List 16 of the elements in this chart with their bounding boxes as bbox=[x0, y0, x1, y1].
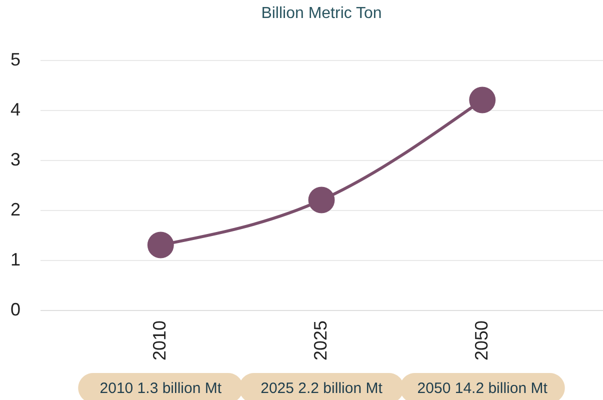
text: 2025 2.2 billion Mt bbox=[260, 380, 384, 397]
y-tick-label: 2 bbox=[10, 200, 20, 220]
x-tick-label: 2025 bbox=[310, 320, 330, 361]
y-tick-label: 3 bbox=[10, 150, 20, 170]
y-tick-label: 1 bbox=[10, 250, 20, 270]
x-tick-label: 2010 bbox=[150, 320, 170, 361]
point bbox=[469, 86, 496, 114]
chart-title: Billion Metric Ton bbox=[261, 5, 382, 22]
point bbox=[308, 186, 335, 214]
y-tick-label: 4 bbox=[10, 100, 20, 120]
x-tick-label: 2050 bbox=[471, 320, 492, 361]
y-tick-label: 0 bbox=[10, 300, 20, 320]
point bbox=[147, 232, 174, 258]
text: 2010 1.3 billion Mt bbox=[100, 380, 222, 397]
y-tick-label: 5 bbox=[10, 50, 20, 70]
text: 2050 14.2 billion Mt bbox=[417, 380, 548, 397]
